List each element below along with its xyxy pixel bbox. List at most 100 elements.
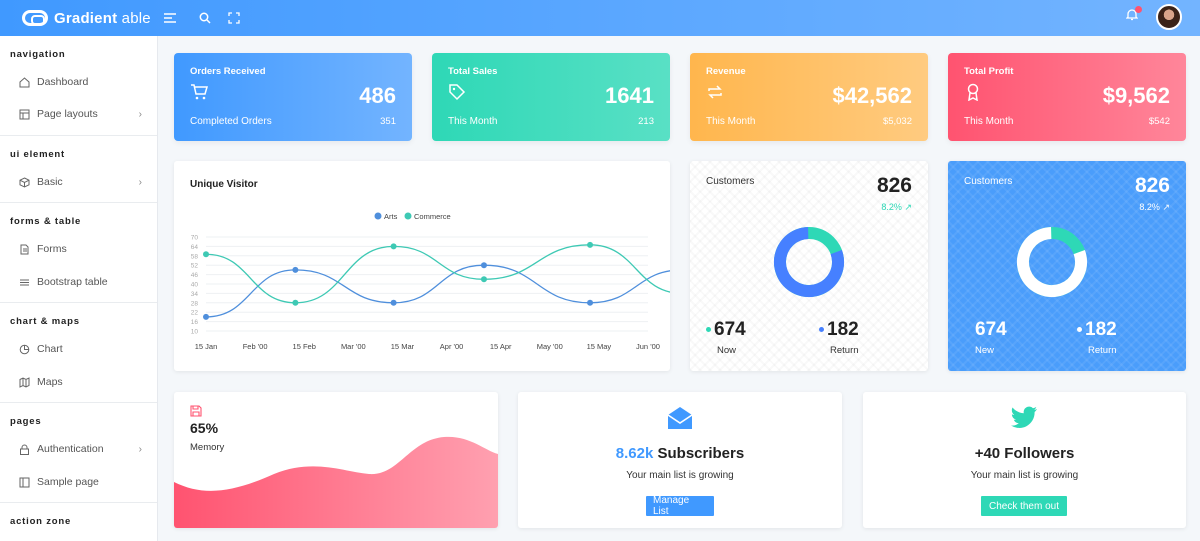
sidebar-item-page-layouts[interactable]: Page layouts ›: [18, 108, 148, 120]
sidebar: navigation Dashboard Page layouts › ui e…: [0, 36, 158, 541]
trend-up-icon: ↗: [1162, 202, 1170, 212]
new-customers-value: 674: [975, 319, 1007, 340]
return-customers-value: 182: [827, 319, 859, 340]
avatar[interactable]: [1156, 4, 1182, 30]
return-customers-value: 182: [1085, 319, 1117, 340]
stat-title: Total Profit: [964, 66, 1014, 77]
nav-divider: [0, 135, 157, 136]
twitter-icon: [1010, 406, 1038, 435]
sidebar-item-authentication[interactable]: Authentication ›: [18, 443, 148, 455]
manage-list-button[interactable]: Manage List: [646, 495, 714, 517]
x-tick-label: Mar '00: [341, 342, 366, 351]
subscribers-count: 8.62k: [615, 445, 654, 462]
y-tick-label: 28: [191, 300, 199, 307]
data-point: [390, 299, 397, 306]
stat-title: Total Sales: [448, 66, 498, 77]
customers-title: Customers: [706, 176, 755, 187]
sidebar-item-sample-page[interactable]: Sample page: [18, 476, 148, 488]
series-line: [205, 264, 670, 318]
chevron-right-icon: ›: [138, 108, 142, 120]
new-customers-label: Now: [717, 345, 737, 356]
stat-sub-value: $542: [1148, 116, 1170, 127]
return-customers-label: Return: [1088, 345, 1117, 356]
brand-logo[interactable]: Gradient able: [22, 10, 151, 27]
lock-icon: [18, 443, 30, 455]
save-icon: [190, 404, 202, 422]
search-icon[interactable]: [199, 12, 211, 24]
stat-title: Revenue: [706, 66, 746, 77]
customers-card-blue: Customers 826 8.2% ↗ 674 New 182 Return: [948, 161, 1186, 371]
sidebar-item-maps[interactable]: Maps: [18, 376, 148, 388]
data-point: [480, 276, 487, 283]
new-customers-value: 674: [714, 319, 746, 340]
menu-icon[interactable]: [163, 12, 177, 24]
sidebar-item-label: Dashboard: [37, 76, 89, 88]
nav-divider: [0, 502, 157, 503]
nav-section-title: chart & maps: [10, 316, 80, 327]
stat-subtitle: This Month: [448, 116, 498, 127]
sidebar-item-label: Forms: [37, 243, 67, 255]
stat-card-orders: Orders Received 486 Completed Orders 351: [174, 53, 412, 141]
customers-donut-chart: [774, 227, 844, 297]
x-tick-label: Jun '00: [636, 342, 660, 351]
map-icon: [18, 376, 30, 388]
award-icon: [964, 83, 982, 102]
data-point: [292, 299, 299, 306]
notification-dot: [1135, 6, 1142, 13]
memory-label: Memory: [190, 442, 225, 453]
x-tick-label: 15 Mar: [391, 342, 415, 351]
sidebar-item-bootstrap-table[interactable]: Bootstrap table: [18, 276, 148, 288]
stat-subtitle: Completed Orders: [190, 116, 272, 127]
data-point: [203, 251, 209, 258]
customers-value: 826: [876, 174, 912, 197]
data-point: [390, 243, 397, 250]
x-tick-label: 15 Jan: [195, 342, 218, 351]
check-them-out-button[interactable]: Check them out: [981, 496, 1067, 516]
sidebar-item-dashboard[interactable]: Dashboard: [18, 76, 148, 88]
data-point: [587, 299, 594, 306]
data-point: [203, 313, 209, 320]
x-tick-label: Feb '00: [243, 342, 268, 351]
fullscreen-icon[interactable]: [228, 12, 240, 24]
subscribers-label: Subscribers: [653, 445, 745, 462]
brand-name-light: able: [117, 9, 151, 27]
top-header: Gradient able: [0, 0, 1200, 36]
legend-label: Commerce: [414, 212, 451, 221]
y-tick-label: 34: [191, 291, 199, 298]
sidebar-item-chart[interactable]: Chart: [18, 343, 148, 355]
bell-icon[interactable]: [1125, 6, 1142, 26]
series-line: [205, 244, 670, 304]
stat-sub-value: 213: [638, 116, 654, 127]
stat-value: 486: [359, 83, 396, 108]
data-point: [480, 262, 487, 269]
x-tick-label: Apr '00: [440, 342, 464, 351]
nav-divider: [0, 402, 157, 403]
repeat-icon: [706, 83, 724, 101]
nav-divider: [0, 302, 157, 303]
tag-icon: [448, 83, 466, 101]
new-customers-label: New: [975, 345, 995, 356]
cart-icon: [190, 83, 208, 101]
subscribers-card: 8.62k Subscribers Your main list is grow…: [518, 392, 842, 528]
layout-icon: [18, 108, 30, 120]
sidebar-item-forms[interactable]: Forms: [18, 243, 148, 255]
home-icon: [18, 76, 30, 88]
mail-open-icon: [666, 404, 694, 437]
sidebar-item-label: Basic: [37, 176, 63, 188]
donut-segment-primary: [774, 227, 844, 297]
legend-label: Arts: [384, 212, 398, 221]
data-point: [292, 266, 299, 273]
y-tick-label: 40: [191, 282, 199, 289]
sidebar-item-basic[interactable]: Basic ›: [18, 176, 148, 188]
legend-dot: [1077, 327, 1082, 333]
x-tick-label: 15 Feb: [293, 342, 316, 351]
brand-name: Gradient: [54, 9, 118, 27]
unique-visitor-card: Unique Visitor 10 16 22 28 34 40 46 52 58 64 70 15 …: [174, 161, 670, 371]
pie-icon: [18, 343, 30, 355]
stat-value: $9,562: [1102, 83, 1170, 108]
legend-dot: [819, 327, 824, 333]
unique-visitor-chart: 10 16 22 28 34 40 46 52 58 64 70 15 Jan Feb '00 15 Fe…: [191, 212, 670, 351]
stat-value: $42,562: [832, 83, 912, 108]
y-tick-label: 22: [191, 310, 199, 317]
nav-section-title: action zone: [10, 516, 72, 527]
